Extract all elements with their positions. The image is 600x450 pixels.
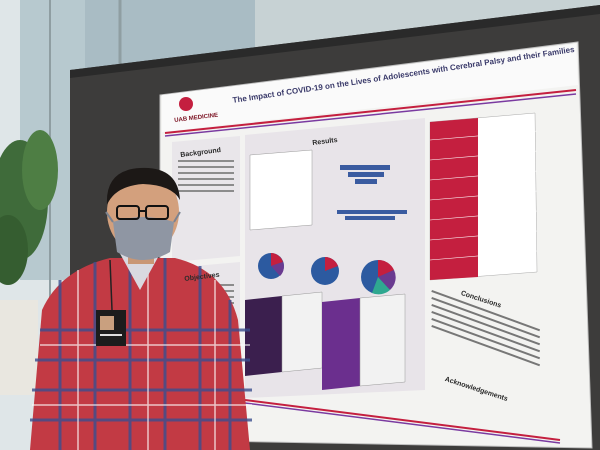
- poster: [159, 41, 593, 449]
- pie-charts: [258, 253, 396, 295]
- employment-table: [322, 298, 360, 390]
- participant-table: [249, 149, 313, 231]
- logo-icon: [179, 97, 193, 111]
- face-mask: [113, 217, 174, 260]
- planter: [0, 300, 38, 395]
- bar-diagram: [337, 165, 407, 220]
- glasses-icon: [116, 205, 140, 220]
- plaid-shirt: [30, 258, 250, 450]
- plant: [0, 130, 58, 395]
- coping-table: [245, 296, 282, 376]
- hair: [106, 167, 180, 205]
- person: [30, 167, 252, 450]
